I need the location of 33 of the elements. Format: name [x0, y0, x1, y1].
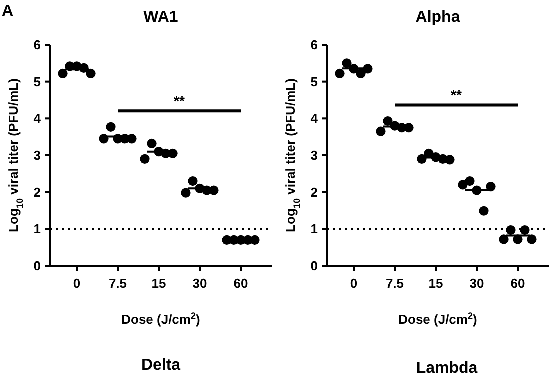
- x-tick-label: 30: [470, 276, 484, 291]
- y-tick-label: 2: [310, 184, 318, 200]
- x-tick-label: 60: [510, 276, 526, 291]
- y-tick-label: 4: [34, 111, 42, 126]
- x-axis-title: Dose (J/cm$^{2}$): [122, 311, 200, 327]
- annotation: **: [174, 93, 186, 110]
- x-tick-label: 0: [73, 276, 81, 291]
- text: Lambda: [416, 360, 478, 377]
- y-tick-label: 0: [34, 258, 41, 274]
- x-tick-label: 15: [428, 276, 444, 291]
- x-tick-label: 0: [350, 276, 358, 291]
- y-tick-label: 2: [34, 184, 41, 200]
- y-tick-label: 3: [310, 148, 318, 164]
- x-tick-label: 30: [192, 276, 208, 291]
- y-tick-label: 6: [34, 38, 41, 53]
- annotation: **: [451, 87, 462, 104]
- y-tick-label: 3: [34, 148, 41, 164]
- y-tick-label: 5: [34, 74, 41, 90]
- chart-title: WA1: [144, 9, 178, 26]
- y-tick-label: 4: [310, 111, 319, 126]
- y-tick-label: 6: [310, 38, 318, 53]
- y-tick-label: 1: [310, 222, 318, 237]
- x-tick-label: 7.5: [108, 276, 128, 291]
- text: Delta: [141, 357, 181, 374]
- y-tick-label: 1: [34, 222, 41, 237]
- y-tick-label: 0: [310, 258, 318, 274]
- x-tick-label: 7.5: [386, 276, 404, 291]
- x-tick-label: 60: [234, 276, 248, 291]
- x-tick-label: 15: [152, 276, 166, 291]
- y-tick-label: 5: [310, 74, 318, 90]
- text: A: [2, 3, 14, 20]
- chart-title: Alpha: [416, 9, 460, 26]
- x-axis-title: Dose (J/cm$^{2}$): [398, 311, 478, 327]
